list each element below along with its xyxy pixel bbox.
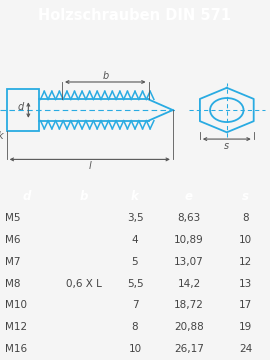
Text: 17: 17 bbox=[239, 301, 252, 310]
Text: M8: M8 bbox=[5, 279, 21, 289]
Text: 4: 4 bbox=[132, 235, 138, 245]
Text: M7: M7 bbox=[5, 257, 21, 267]
Text: 18,72: 18,72 bbox=[174, 301, 204, 310]
Text: d: d bbox=[18, 102, 24, 112]
Text: 8: 8 bbox=[132, 322, 138, 332]
Text: k: k bbox=[0, 131, 3, 141]
Text: 5,5: 5,5 bbox=[127, 279, 143, 289]
Text: s: s bbox=[224, 141, 229, 151]
Bar bbox=[7, 89, 39, 131]
Text: 24: 24 bbox=[239, 344, 252, 354]
Text: 14,2: 14,2 bbox=[177, 279, 201, 289]
Text: M6: M6 bbox=[5, 235, 21, 245]
Text: M16: M16 bbox=[5, 344, 28, 354]
Text: 19: 19 bbox=[239, 322, 252, 332]
Text: d: d bbox=[23, 190, 31, 203]
Text: 5: 5 bbox=[132, 257, 138, 267]
Text: b: b bbox=[79, 190, 88, 203]
Text: 12: 12 bbox=[239, 257, 252, 267]
Text: 20,88: 20,88 bbox=[174, 322, 204, 332]
Text: Holzschrauben DIN 571: Holzschrauben DIN 571 bbox=[39, 8, 231, 23]
Text: 7: 7 bbox=[132, 301, 138, 310]
Text: 0,6 X L: 0,6 X L bbox=[66, 279, 102, 289]
Text: 13,07: 13,07 bbox=[174, 257, 204, 267]
Text: M12: M12 bbox=[5, 322, 28, 332]
Text: 10,89: 10,89 bbox=[174, 235, 204, 245]
Text: 26,17: 26,17 bbox=[174, 344, 204, 354]
Text: 10: 10 bbox=[239, 235, 252, 245]
Text: k: k bbox=[131, 190, 139, 203]
Text: M5: M5 bbox=[5, 213, 21, 223]
Text: M10: M10 bbox=[5, 301, 27, 310]
Text: b: b bbox=[102, 71, 109, 81]
Text: l: l bbox=[88, 161, 91, 171]
Text: 13: 13 bbox=[239, 279, 252, 289]
Text: s: s bbox=[242, 190, 249, 203]
Text: e: e bbox=[185, 190, 193, 203]
Text: 10: 10 bbox=[129, 344, 141, 354]
Text: 8: 8 bbox=[242, 213, 249, 223]
Text: 8,63: 8,63 bbox=[177, 213, 201, 223]
Text: 3,5: 3,5 bbox=[127, 213, 143, 223]
